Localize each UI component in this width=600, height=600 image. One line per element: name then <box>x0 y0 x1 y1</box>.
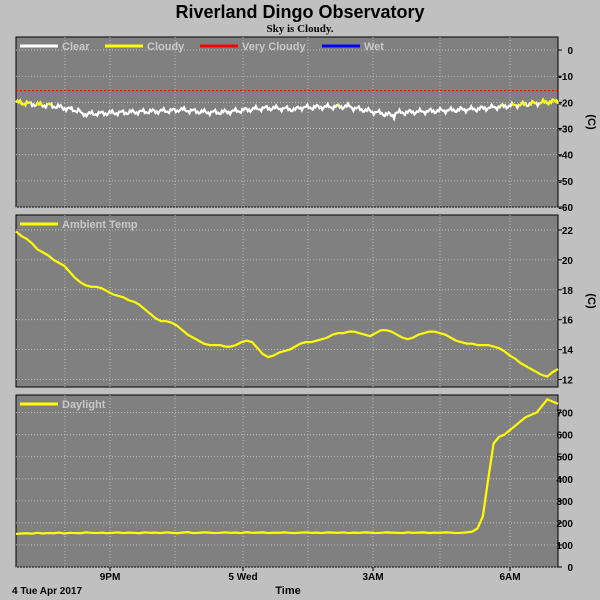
legend: Daylight <box>20 399 106 411</box>
series-cloudy-line <box>528 99 537 107</box>
legend: Clear Cloudy Very Cloudy Wet <box>20 41 384 53</box>
series-clear-line <box>15 97 560 122</box>
chart-subtitle: Sky is Cloudy. <box>267 23 334 35</box>
x-tick-label: 6AM <box>499 572 520 583</box>
y-tick-label: 400 <box>556 475 573 486</box>
x-axis-label: Time <box>275 585 300 597</box>
plot-area <box>15 394 559 568</box>
legend-label: Clear <box>62 41 90 53</box>
panel-1: 0 -10 -20 -30 -40 -50 -60 (C) Clear Cloudy Very Cl… <box>15 36 597 214</box>
y-tick-label: 100 <box>556 541 573 552</box>
y-axis-label: (C) <box>585 293 597 309</box>
series-cloudy-line <box>538 97 559 106</box>
x-start-label: 4 Tue Apr 2017 <box>12 586 82 597</box>
series-daylight-line <box>15 398 559 536</box>
series-cloudy-line <box>500 103 504 106</box>
x-tick-label: 9PM <box>100 572 121 583</box>
y-tick-label: -10 <box>559 72 574 83</box>
series-cloudy-line <box>511 102 517 107</box>
series-cloudy-line <box>35 100 43 107</box>
legend-label: Ambient Temp <box>62 219 138 231</box>
series-cloudy-line <box>46 102 52 106</box>
y-tick-label: 22 <box>562 226 574 237</box>
y-tick-label: -30 <box>559 125 574 136</box>
legend: Ambient Temp <box>20 219 138 231</box>
y-tick-label: 700 <box>556 409 573 420</box>
y-tick-label: -40 <box>559 151 574 162</box>
y-tick-label: -60 <box>559 203 574 214</box>
y-tick-label: 0 <box>567 563 573 574</box>
legend-label: Wet <box>364 41 384 53</box>
y-tick-label: 200 <box>556 519 573 530</box>
y-tick-label: 0 <box>567 46 573 57</box>
panel-2: 22 20 18 16 14 12 (C) Ambient Temp <box>15 214 597 388</box>
y-tick-label: 300 <box>556 497 573 508</box>
y-tick-label: 14 <box>562 346 574 357</box>
series-cloudy-line <box>15 98 32 108</box>
y-tick-label: 18 <box>562 286 574 297</box>
y-tick-label: -20 <box>559 98 574 109</box>
y-tick-label: -50 <box>559 177 574 188</box>
y-axis-label: (C) <box>585 114 597 130</box>
y-tick-label: 600 <box>556 431 573 442</box>
y-tick-label: 500 <box>556 453 573 464</box>
series-cloudy-line <box>518 100 527 107</box>
series-ambient-temp-line <box>15 230 559 378</box>
plot-area <box>15 36 559 208</box>
y-tick-label: 20 <box>562 256 574 267</box>
x-tick-label: 3AM <box>362 572 383 583</box>
legend-label: Daylight <box>62 399 106 411</box>
x-tick-label: 5 Wed <box>228 572 257 583</box>
plot-area <box>15 214 559 388</box>
y-tick-label: 16 <box>562 316 574 327</box>
panel-3: 700 600 500 400 300 200 100 0 Daylight 9PM 5 Wed 3A… <box>12 394 573 597</box>
chart-title: Riverland Dingo Observatory <box>175 2 424 22</box>
legend-label: Cloudy <box>147 41 185 53</box>
chart-panels: 0 -10 -20 -30 -40 -50 -60 (C) Clear Cloudy Very Cl… <box>12 36 597 597</box>
y-tick-label: 12 <box>562 376 574 387</box>
legend-label: Very Cloudy <box>242 41 306 53</box>
